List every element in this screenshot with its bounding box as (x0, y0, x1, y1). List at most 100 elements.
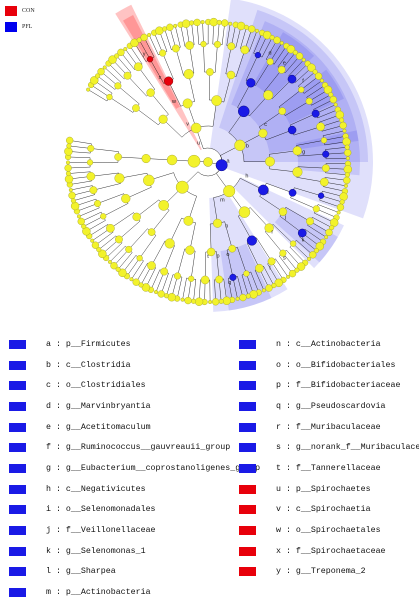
branch (93, 183, 120, 190)
legend-swatch-l (9, 567, 26, 576)
legend-item-w: w : o__Spirochaetales (239, 520, 419, 541)
branch (131, 261, 143, 279)
clade-label-q: q (228, 280, 231, 286)
tree-node (274, 37, 281, 44)
tree-node (227, 71, 235, 79)
tree-node (115, 236, 122, 243)
tree-node (66, 171, 71, 176)
tree-node (106, 224, 114, 232)
branch (183, 278, 187, 300)
branch (192, 23, 195, 45)
tree-node (94, 200, 101, 207)
legend-swatch-d (9, 402, 26, 411)
group-legend: CON PFL (5, 5, 35, 37)
tree-node (65, 175, 73, 183)
tree-node (255, 264, 263, 272)
tree-node (115, 173, 125, 183)
legend-label-r: r : f__Muribaculaceae (276, 423, 381, 432)
tree-node (336, 111, 344, 119)
tree-node (90, 186, 97, 193)
tree-node (69, 192, 76, 199)
branch (110, 246, 125, 262)
branch (152, 210, 170, 232)
tree-node (307, 257, 311, 261)
tree-node (168, 293, 176, 301)
branch (166, 275, 173, 296)
legend-swatch-h (9, 485, 26, 494)
branch (106, 243, 122, 258)
branch (68, 172, 90, 174)
tree-node (263, 90, 273, 100)
clade-label-i: i (267, 190, 268, 196)
branch (177, 249, 184, 276)
legend-item-e: e : g__Acetitomaculum (9, 417, 260, 438)
group-label-con: CON (22, 8, 35, 14)
clade-label-j: j (284, 214, 286, 220)
tree-node (147, 89, 155, 97)
root-node (204, 158, 213, 167)
clade-label-b: b (246, 144, 249, 150)
tree-node (241, 46, 249, 54)
legend-swatch-n (239, 340, 256, 349)
tree-node (247, 236, 257, 246)
legend-label-l: l : g__Sharpea (46, 567, 116, 576)
tree-node (315, 73, 322, 80)
group-swatch-pfl (5, 22, 17, 32)
tree-node (174, 273, 181, 280)
tree-node (313, 206, 320, 213)
tree-node (346, 156, 350, 160)
tree-node (173, 24, 177, 28)
legend-item-f: f : g__Ruminococcus__gauvreauii_group (9, 437, 260, 458)
legend-swatch-r (239, 423, 256, 432)
tree-node (98, 68, 105, 75)
legend-swatch-o (239, 361, 256, 370)
tree-node (337, 211, 341, 215)
branch (265, 232, 283, 254)
tree-node (176, 181, 188, 193)
branch (98, 76, 115, 90)
tree-node (69, 188, 73, 192)
branch (91, 85, 109, 97)
legend-item-v: v : c__Spirochaetia (239, 500, 419, 521)
tree-node (345, 145, 350, 150)
branch (140, 235, 156, 258)
legend-swatch-c (9, 381, 26, 390)
branch (68, 157, 90, 158)
tree-node (340, 193, 348, 201)
legend-swatch-b (9, 361, 26, 370)
legend-swatch-j (9, 526, 26, 535)
tree-node (217, 20, 222, 25)
clade-label-m: m (220, 197, 225, 203)
tree-node (117, 49, 124, 56)
tree-node (322, 164, 329, 171)
tree-node (181, 298, 185, 302)
tree-node (121, 194, 130, 203)
branch (203, 22, 204, 44)
tree-node (317, 123, 325, 131)
branch (181, 25, 185, 47)
tree-node (210, 18, 218, 26)
tree-node (223, 297, 231, 305)
tree-node (324, 235, 328, 239)
tree-node (77, 215, 81, 219)
tree-node (236, 297, 240, 301)
branch (176, 48, 184, 75)
legend-item-d: d : g__Marvinbryantia (9, 396, 260, 417)
tree-node (154, 290, 158, 294)
legend-item-t: t : f__Tannerellaceae (239, 458, 419, 479)
tree-node (87, 145, 94, 152)
tree-node (250, 290, 258, 298)
legend-item-h: h : c__Negativicutes (9, 479, 260, 500)
tree-node (86, 88, 90, 92)
legend-item-g: g : g__Eubacterium__coprostanoligenes_gr… (9, 458, 260, 479)
tree-node (130, 277, 134, 281)
tree-node (302, 58, 306, 62)
branch (137, 200, 159, 217)
legend-item-r: r : f__Muribaculaceae (239, 417, 419, 438)
tree-node (87, 172, 95, 180)
legend-swatch-p (239, 381, 256, 390)
tree-node (162, 27, 167, 32)
legend-swatch-k (9, 547, 26, 556)
tree-node (278, 66, 285, 73)
tree-node (334, 103, 338, 107)
